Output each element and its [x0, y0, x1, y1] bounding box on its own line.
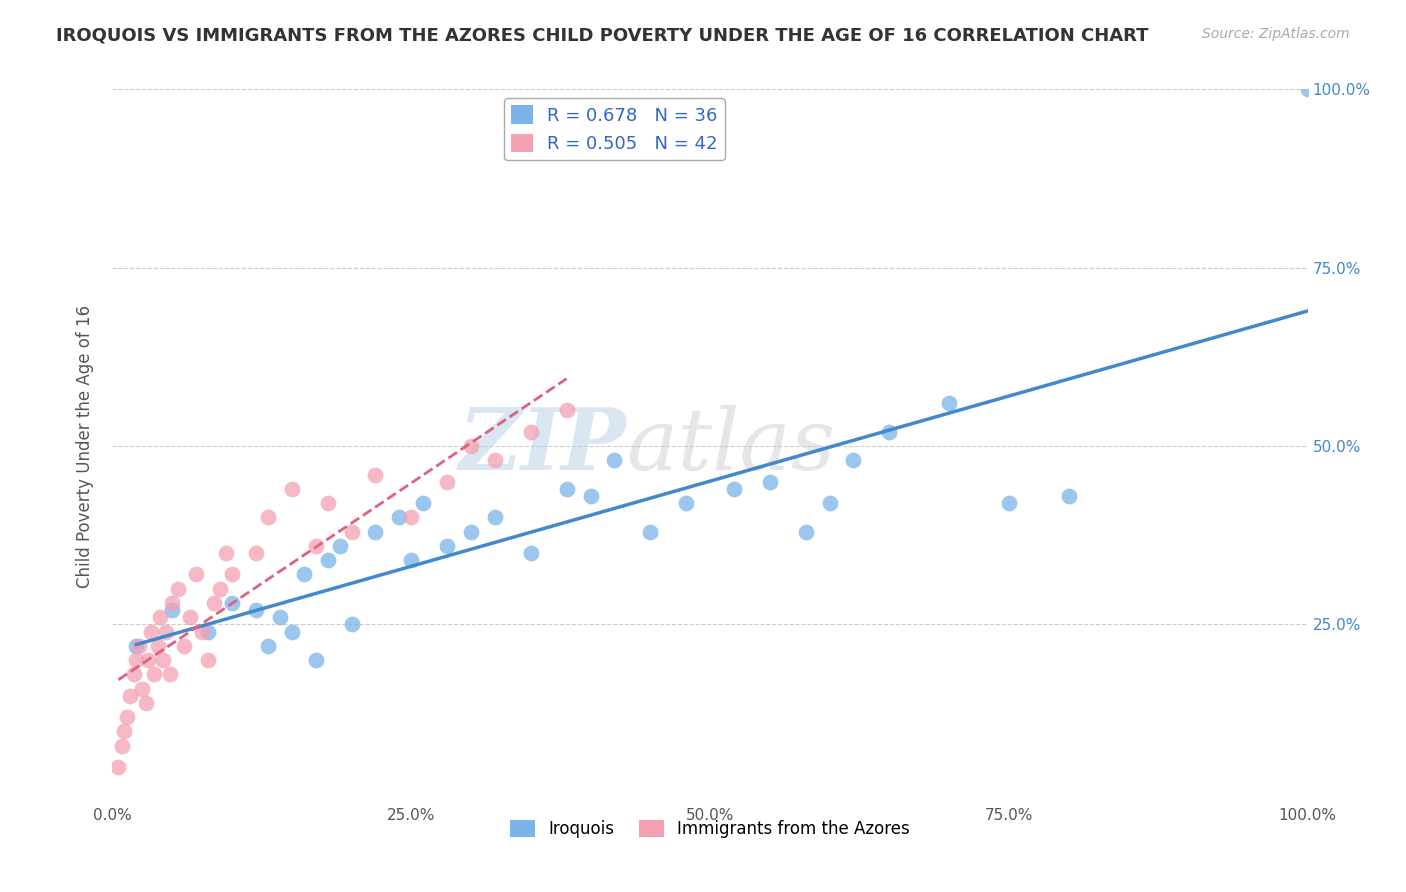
- Point: [159, 667, 181, 681]
- Point: [215, 546, 238, 560]
- Point: [186, 567, 208, 582]
- Text: atlas: atlas: [627, 405, 835, 487]
- Point: [723, 482, 745, 496]
- Point: [245, 603, 267, 617]
- Point: [152, 653, 174, 667]
- Point: [401, 553, 423, 567]
- Point: [1057, 489, 1080, 503]
- Point: [173, 639, 195, 653]
- Point: [316, 496, 339, 510]
- Point: [138, 653, 160, 667]
- Point: [675, 496, 697, 510]
- Point: [139, 624, 162, 639]
- Point: [209, 582, 232, 596]
- Point: [938, 396, 960, 410]
- Legend: Iroquois, Immigrants from the Azores: Iroquois, Immigrants from the Azores: [503, 813, 917, 845]
- Point: [122, 667, 145, 681]
- Point: [245, 546, 267, 560]
- Point: [202, 596, 225, 610]
- Point: [191, 624, 214, 639]
- Point: [197, 624, 219, 639]
- Point: [794, 524, 817, 539]
- Point: [143, 667, 166, 681]
- Point: [115, 710, 138, 724]
- Point: [281, 482, 304, 496]
- Point: [818, 496, 841, 510]
- Point: [340, 617, 363, 632]
- Point: [305, 539, 328, 553]
- Point: [1296, 82, 1319, 96]
- Point: [640, 524, 662, 539]
- Text: IROQUOIS VS IMMIGRANTS FROM THE AZORES CHILD POVERTY UNDER THE AGE OF 16 CORRELA: IROQUOIS VS IMMIGRANTS FROM THE AZORES C…: [56, 27, 1149, 45]
- Point: [146, 639, 169, 653]
- Point: [155, 624, 177, 639]
- Point: [292, 567, 315, 582]
- Point: [555, 403, 578, 417]
- Point: [257, 510, 280, 524]
- Point: [579, 489, 602, 503]
- Point: [131, 681, 153, 696]
- Point: [412, 496, 434, 510]
- Point: [520, 425, 543, 439]
- Point: [257, 639, 280, 653]
- Point: [162, 603, 183, 617]
- Text: Source: ZipAtlas.com: Source: ZipAtlas.com: [1202, 27, 1350, 41]
- Point: [269, 610, 291, 624]
- Point: [281, 624, 304, 639]
- Point: [197, 653, 219, 667]
- Point: [364, 467, 387, 482]
- Point: [221, 567, 243, 582]
- Point: [603, 453, 626, 467]
- Point: [340, 524, 363, 539]
- Point: [388, 510, 411, 524]
- Point: [179, 610, 201, 624]
- Point: [555, 482, 578, 496]
- Point: [125, 653, 148, 667]
- Point: [436, 539, 458, 553]
- Point: [401, 510, 423, 524]
- Point: [484, 453, 506, 467]
- Point: [520, 546, 543, 560]
- Point: [135, 696, 157, 710]
- Point: [436, 475, 458, 489]
- Point: [167, 582, 190, 596]
- Point: [364, 524, 387, 539]
- Point: [128, 639, 150, 653]
- Point: [114, 724, 135, 739]
- Point: [879, 425, 901, 439]
- Point: [221, 596, 243, 610]
- Point: [460, 524, 482, 539]
- Point: [111, 739, 134, 753]
- Y-axis label: Child Poverty Under the Age of 16: Child Poverty Under the Age of 16: [76, 304, 94, 588]
- Point: [484, 510, 506, 524]
- Point: [460, 439, 482, 453]
- Point: [329, 539, 352, 553]
- Point: [149, 610, 172, 624]
- Text: ZIP: ZIP: [458, 404, 627, 488]
- Point: [316, 553, 339, 567]
- Point: [107, 760, 129, 774]
- Point: [842, 453, 865, 467]
- Point: [162, 596, 183, 610]
- Point: [998, 496, 1021, 510]
- Point: [125, 639, 148, 653]
- Point: [759, 475, 782, 489]
- Point: [305, 653, 328, 667]
- Point: [120, 689, 142, 703]
